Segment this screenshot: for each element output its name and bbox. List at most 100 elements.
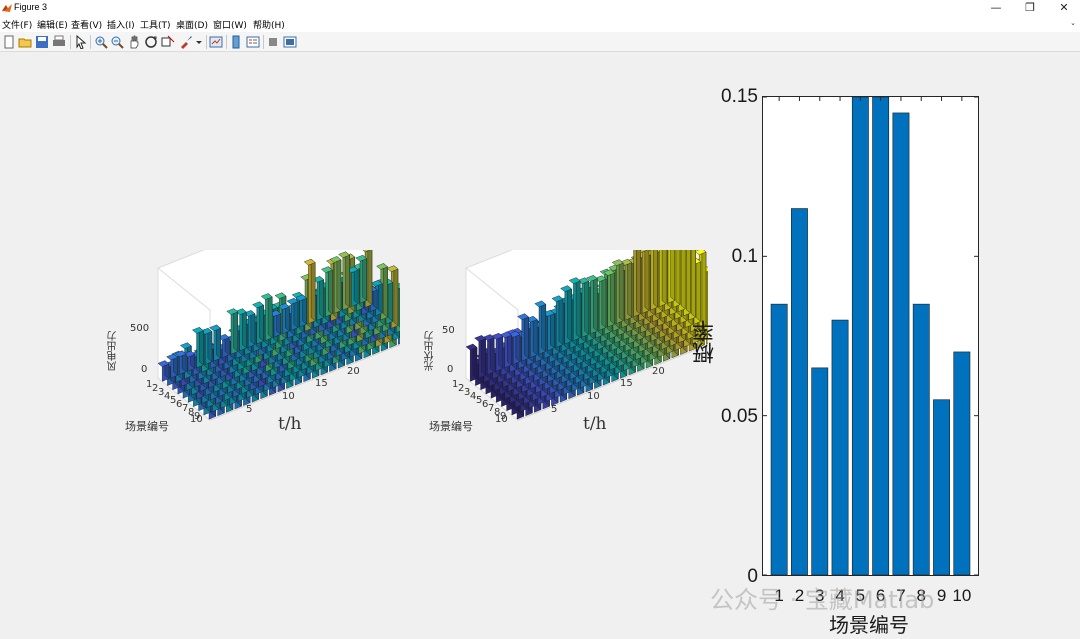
- print-icon[interactable]: [52, 35, 66, 49]
- colorbar-icon[interactable]: [229, 35, 243, 49]
- menu-tools[interactable]: 工具(T): [140, 21, 171, 31]
- rotate-icon[interactable]: [144, 35, 158, 49]
- menu-edit[interactable]: 编辑(E): [37, 21, 68, 31]
- probability-bar-chart-axes[interactable]: [762, 96, 979, 576]
- bar3d-face: [575, 277, 581, 339]
- menu-view[interactable]: 查看(V): [71, 21, 103, 31]
- pv-y-tick: 6: [482, 399, 489, 410]
- bar3d-face: [594, 275, 607, 283]
- toolbar-separator: [226, 35, 227, 49]
- bar3d-face: [235, 308, 247, 316]
- bar3d-face: [328, 266, 333, 315]
- bar3d-face: [329, 256, 342, 263]
- toolbar-separator: [263, 35, 264, 49]
- x-tick-label: 9: [936, 586, 947, 605]
- bar3d-face: [661, 250, 667, 305]
- brush-icon[interactable]: [179, 35, 193, 49]
- pv-x-tick: 20: [652, 366, 665, 377]
- pv-y-tick: 10: [495, 414, 508, 425]
- y-tick-label: 0.15: [721, 86, 758, 107]
- menu-file[interactable]: 文件(F): [2, 21, 33, 31]
- bar3d-face: [618, 259, 624, 322]
- bar3d-face: [207, 327, 213, 363]
- bar3d-face: [180, 342, 192, 349]
- hide-plot-tools-icon[interactable]: [266, 35, 280, 49]
- bar3d-face: [267, 293, 273, 339]
- bar3d-face: [278, 303, 290, 310]
- pointer-icon[interactable]: [74, 35, 88, 49]
- bar3d-face: [376, 263, 388, 270]
- bar3d-face: [398, 282, 400, 328]
- pv-x-tick: 10: [587, 391, 600, 402]
- brush-dropdown-icon[interactable]: [195, 35, 203, 49]
- bar3d-face: [345, 251, 350, 308]
- bar3d-face: [319, 275, 325, 318]
- x-tick-label: 1: [774, 586, 784, 605]
- save-icon[interactable]: [35, 35, 49, 49]
- pv-y-tick: 3: [464, 387, 471, 398]
- bar3d-face: [568, 277, 581, 284]
- toolbar-separator: [70, 35, 71, 49]
- menu-help[interactable]: 帮助(H): [253, 21, 285, 31]
- bar3d-face: [560, 285, 572, 292]
- bar3d-face: [393, 265, 399, 327]
- bar3d-face: [310, 258, 316, 322]
- close-button[interactable]: ✕: [1059, 1, 1069, 14]
- bar3d-face: [252, 301, 264, 309]
- legend-icon[interactable]: [246, 35, 260, 49]
- bar3d-face: [627, 258, 633, 318]
- minimize-button[interactable]: —: [990, 1, 1002, 14]
- menu-desktop[interactable]: 桌面(D): [176, 21, 208, 31]
- bar3d-face: [567, 285, 572, 342]
- bar3d-face: [543, 309, 555, 317]
- menu-bar: 文件(F) 编辑(E) 查看(V) 插入(I) 工具(T) 桌面(D) 窗口(W…: [0, 16, 1080, 32]
- menu-overflow-icon[interactable]: ⌄: [1070, 19, 1076, 27]
- bar3d-face: [242, 308, 247, 349]
- bar3d-face: [610, 269, 615, 325]
- menu-window[interactable]: 窗口(W): [213, 21, 247, 31]
- x-tick-label: 5: [855, 586, 866, 605]
- pan-icon[interactable]: [127, 35, 141, 49]
- bar3d-face: [269, 310, 282, 317]
- bar3d-face: [550, 309, 555, 349]
- bar3d-face: [680, 250, 686, 310]
- bar3d-face: [541, 300, 547, 352]
- zoom-out-icon[interactable]: [110, 35, 124, 49]
- bar3d-face: [209, 324, 221, 332]
- show-plot-tools-icon[interactable]: [283, 35, 297, 49]
- bar3d-face: [250, 309, 256, 346]
- restore-button[interactable]: ❐: [1025, 1, 1035, 14]
- open-icon[interactable]: [18, 35, 32, 49]
- zoom-in-icon[interactable]: [94, 35, 108, 49]
- y-tick-label: 0.05: [721, 406, 758, 427]
- bar3d-face: [491, 332, 504, 340]
- pv-y-tick: 8: [494, 407, 501, 418]
- link-icon[interactable]: [209, 35, 223, 49]
- bar3d-face: [274, 292, 287, 300]
- bar3d-face: [577, 277, 590, 285]
- new-figure-icon[interactable]: [2, 35, 16, 49]
- menu-insert[interactable]: 插入(I): [107, 21, 135, 31]
- pv-y-tick: 1: [452, 379, 459, 390]
- bar3d-face: [465, 343, 478, 351]
- bar3d-face: [603, 269, 615, 276]
- wind-y-tick: 4: [164, 391, 171, 402]
- wind-power-3d-bar-plot[interactable]: [110, 250, 400, 440]
- wind-x-axis-label: t/h: [278, 414, 302, 434]
- bar-scenario-1: [770, 303, 788, 576]
- bar3d-face: [675, 250, 681, 306]
- bar3d-face: [551, 295, 564, 303]
- watermark-text: 公众号 · 宝藏Matlab: [710, 586, 935, 614]
- wind-y-axis-label: 场景编号: [125, 420, 169, 433]
- bar3d-face: [706, 266, 708, 328]
- bar3d-face: [192, 327, 204, 334]
- wind-x-tick: 5: [246, 404, 253, 415]
- bar3d-face: [500, 331, 512, 339]
- y-tick-label: 0.1: [731, 246, 758, 267]
- matlab-icon: [2, 4, 12, 12]
- data-cursor-icon[interactable]: [161, 35, 175, 49]
- x-axis-label: 场景编号: [829, 613, 909, 637]
- wind-y-tick: 2: [152, 383, 159, 394]
- pv-power-3d-bar-plot[interactable]: [418, 250, 708, 440]
- bar3d-face: [524, 313, 529, 359]
